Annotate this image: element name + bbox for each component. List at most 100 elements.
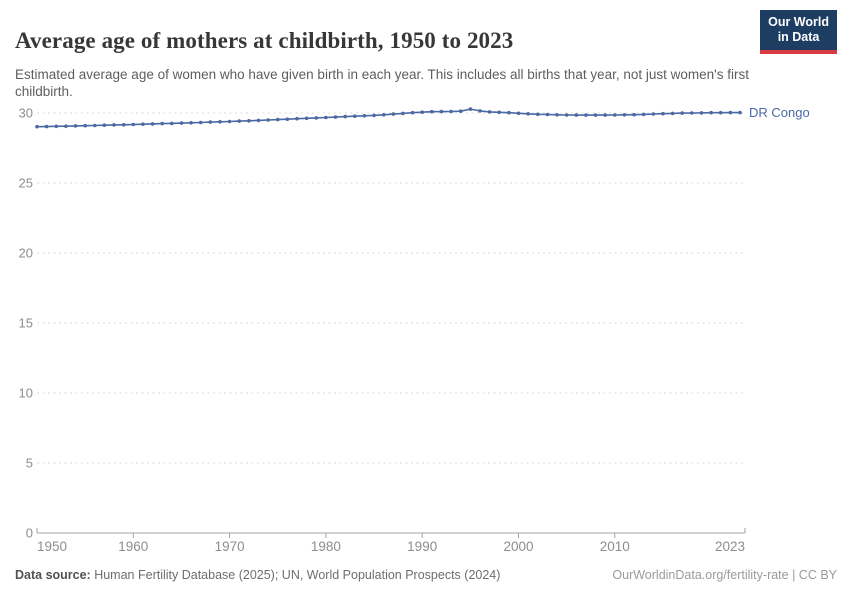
y-tick-label: 20 [19,246,33,261]
data-point [314,116,319,120]
data-point [468,107,473,111]
data-point [564,113,569,117]
data-point [179,121,184,125]
data-point [680,111,684,115]
data-point [304,116,309,121]
data-point [603,113,607,117]
data-point [555,113,559,117]
x-tick-label: 2000 [503,539,533,554]
data-point [410,110,415,115]
data-point [516,111,521,116]
data-point [362,114,367,118]
entity-label: DR Congo [749,105,810,120]
data-point [160,121,164,126]
data-point [526,112,530,116]
data-source-label: Data source: [15,568,91,582]
data-point [651,112,656,116]
owid-logo[interactable]: Our World in Data [760,10,837,54]
data-point [333,115,338,119]
data-point [266,118,270,122]
data-point [401,111,405,116]
data-point [593,113,598,117]
data-point [487,110,492,114]
data-point [131,122,136,127]
data-point [641,112,646,117]
data-point [93,123,97,128]
data-point [613,113,617,117]
x-tick-label: 1960 [118,539,148,554]
data-point [507,110,511,115]
chart-title: Average age of mothers at childbirth, 19… [15,28,514,54]
y-tick-label: 0 [26,526,33,541]
data-point [295,116,299,121]
data-point [458,109,463,113]
y-tick-label: 5 [26,456,33,471]
data-point [661,111,665,116]
data-point [690,111,694,115]
x-tick-label: 2023 [715,539,745,554]
y-tick-label: 10 [19,386,33,401]
owid-url-license-link[interactable]: OurWorldinData.org/fertility-rate | CC B… [612,568,837,582]
data-point [237,119,241,123]
data-point [709,110,713,115]
data-source-text: Human Fertility Database (2025); UN, Wor… [90,568,501,582]
data-point [584,113,588,117]
data-point [478,109,482,113]
data-point [102,123,107,127]
data-point [121,123,126,127]
data-point [381,113,386,117]
data-point [391,112,396,116]
data-point [497,110,502,115]
data-point [83,123,87,128]
data-point [141,122,145,126]
data-point [54,124,59,129]
data-point [545,112,550,117]
data-point [247,119,251,123]
data-point [718,110,723,115]
data-point [170,121,174,126]
y-tick-label: 25 [19,176,33,191]
data-point [420,110,425,114]
data-point [728,110,733,115]
x-tick-label: 1990 [407,539,437,554]
owid-logo-line2: in Data [777,30,820,45]
data-point [218,120,222,124]
data-point [439,109,444,114]
data-point [189,121,193,125]
data-point [73,124,78,128]
x-tick-label: 1980 [311,539,341,554]
data-point [112,123,116,127]
data-point [699,111,704,115]
y-tick-label: 15 [19,316,33,331]
data-point [343,114,348,119]
data-point [622,113,627,117]
data-point [632,112,636,117]
x-tick-label: 1950 [37,539,67,554]
data-point [738,110,742,115]
data-point [64,124,68,128]
data-point [449,109,453,114]
data-point [44,124,49,129]
data-point [276,117,280,122]
data-point [574,113,579,117]
data-point [670,111,675,116]
data-point [353,114,357,118]
data-point [35,124,39,129]
data-point [372,113,376,118]
data-point [150,122,155,126]
data-point [536,112,540,117]
data-point [430,109,434,114]
data-point [227,119,232,124]
data-source-note: Data source: Human Fertility Database (2… [15,568,500,582]
chart-subtitle: Estimated average age of women who have … [15,66,749,100]
x-tick-label: 1970 [215,539,245,554]
data-point [198,120,203,125]
x-tick-label: 2010 [600,539,630,554]
y-tick-label: 30 [19,106,33,121]
data-point [324,115,328,120]
data-point [256,118,261,123]
owid-logo-line1: Our World [768,15,829,29]
data-point [208,120,213,124]
